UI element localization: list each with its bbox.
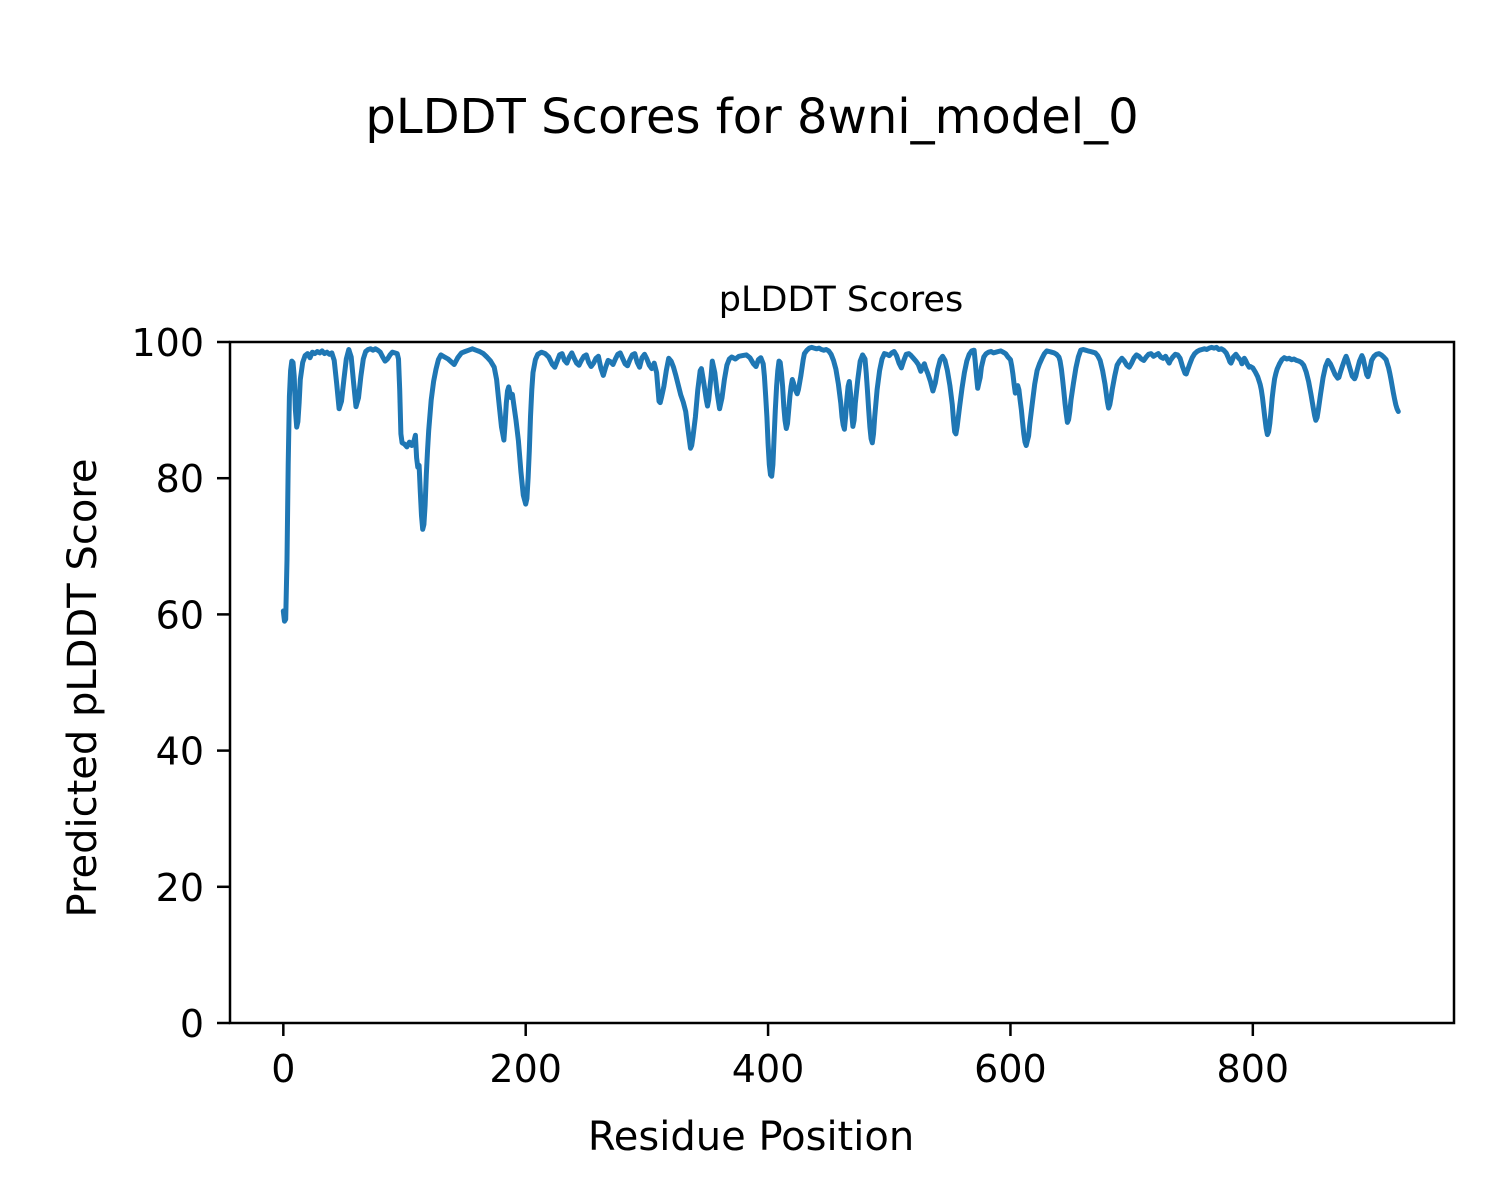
y-tick-label: 60	[156, 593, 204, 637]
axes-title: pLDDT Scores	[719, 280, 963, 320]
y-tick-label: 20	[156, 866, 204, 910]
y-tick-label: 40	[156, 730, 204, 774]
x-tick-label: 0	[271, 1047, 295, 1091]
x-axis-label: Residue Position	[588, 1114, 914, 1160]
axes-spines-box	[228, 340, 1456, 1025]
y-tick-label: 0	[180, 1002, 204, 1046]
x-axis-ticks: 0 200 400 600 800	[271, 1023, 1289, 1091]
y-axis-label: Predicted pLDDT Score	[60, 459, 106, 918]
x-tick-label: 600	[974, 1047, 1047, 1091]
y-tick-label: 100	[131, 321, 204, 365]
x-tick-label: 400	[732, 1047, 805, 1091]
plddt-score-line	[280, 344, 1401, 624]
y-axis-ticks: 0 20 40 60 80 100	[131, 321, 230, 1046]
y-tick-label: 80	[156, 457, 204, 501]
x-tick-label: 200	[489, 1047, 562, 1091]
x-tick-label: 800	[1217, 1047, 1290, 1091]
figure-title: pLDDT Scores for 8wni_model_0	[365, 89, 1138, 145]
